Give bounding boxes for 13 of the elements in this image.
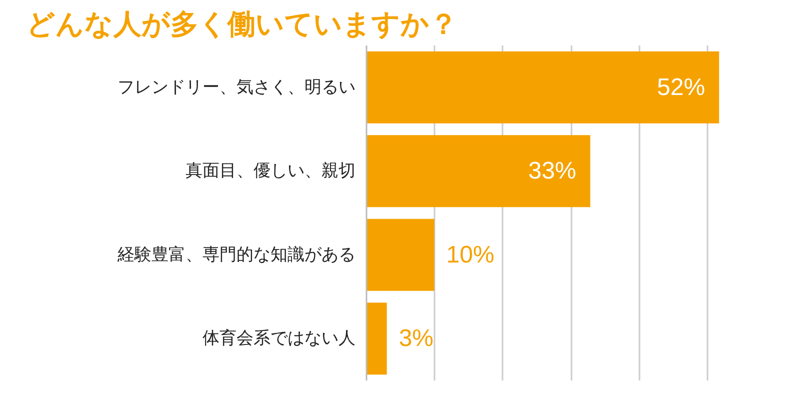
data-label: 10% [446, 241, 494, 268]
bar [366, 302, 387, 375]
data-label: 33% [528, 158, 576, 185]
chart-title: どんな人が多く働いていますか？ [26, 8, 458, 40]
y-tick-label: 真面目、優しい、親切 [186, 161, 356, 182]
data-label: 52% [657, 74, 706, 101]
data-label: 3% [398, 325, 434, 352]
y-tick-label: 体育会系ではない人 [202, 328, 356, 349]
bar [366, 218, 434, 291]
bar [366, 51, 720, 124]
bar [366, 135, 590, 208]
y-tick-label: 経験豊富、専門的な知識がある [116, 244, 356, 265]
y-tick-label: フレンドリー、気さく、明るい [118, 77, 356, 98]
